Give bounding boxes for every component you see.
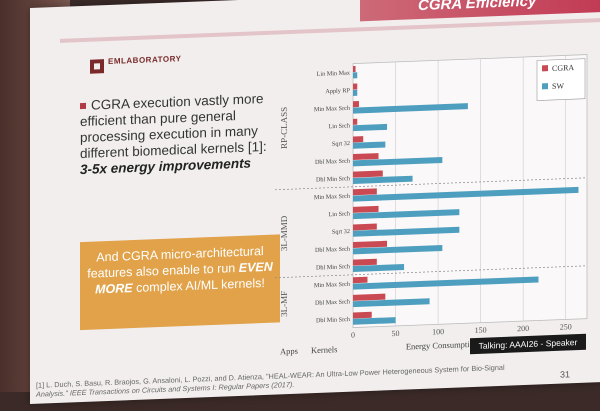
bar-sw bbox=[353, 244, 443, 255]
category-label: Min Max Srch bbox=[314, 193, 351, 201]
bar-cgra bbox=[353, 223, 377, 231]
category-label: Dbl Max Srch bbox=[315, 246, 351, 254]
bullet-point: CGRA execution vastly more efficient tha… bbox=[80, 90, 285, 178]
category-label: Lin Min Max bbox=[317, 70, 351, 78]
lab-logo-icon bbox=[90, 59, 104, 74]
bar-sw bbox=[353, 141, 386, 149]
bar-sw bbox=[353, 298, 430, 308]
group-label: RP-CLASS bbox=[279, 107, 289, 149]
category-label: Dbl Max Srch bbox=[315, 298, 351, 306]
bullet-text: CGRA execution vastly more efficient tha… bbox=[80, 91, 267, 162]
bar-sw bbox=[353, 226, 460, 237]
category-label: Dbl Max Srch bbox=[315, 158, 351, 166]
legend-swatch bbox=[542, 83, 548, 90]
bar-sw bbox=[353, 123, 388, 132]
bar-cgra bbox=[353, 188, 377, 196]
callout-text-1: And CGRA micro-architectural features al… bbox=[87, 244, 264, 281]
bar-cgra bbox=[353, 293, 386, 301]
bar-cgra bbox=[353, 65, 356, 73]
bar-sw bbox=[353, 72, 358, 79]
category-label: Apply RP bbox=[325, 87, 350, 95]
group-divider bbox=[275, 265, 587, 279]
bar-sw bbox=[353, 103, 468, 114]
group-divider bbox=[275, 177, 587, 191]
bar-cgra bbox=[353, 101, 359, 108]
category-label: Sqrt 32 bbox=[332, 228, 350, 236]
bar-cgra bbox=[353, 136, 364, 143]
bar-cgra bbox=[353, 205, 379, 213]
x-tick-label: 100 bbox=[432, 327, 444, 336]
group-label: 3L-MF bbox=[279, 291, 289, 317]
bar-sw bbox=[353, 89, 358, 96]
energy-chart: 0 50 100 150 200 250 RP-CLASS 3L-MMD 3L-MF Lin Mi… bbox=[275, 54, 588, 357]
bar-sw bbox=[353, 209, 460, 220]
legend-label: CGRA bbox=[552, 63, 574, 73]
x-tick-label: 50 bbox=[392, 329, 400, 338]
page-number: 31 bbox=[560, 369, 571, 380]
bar-cgra bbox=[353, 153, 379, 161]
bar-sw bbox=[353, 175, 413, 184]
lab-logo-text: EMLABORATORY bbox=[108, 54, 182, 67]
bar-cgra bbox=[353, 170, 383, 178]
category-label: Dbl Min Srch bbox=[316, 263, 351, 271]
category-label: Min Max Srch bbox=[314, 105, 351, 113]
bar-sw bbox=[353, 156, 443, 167]
group-label: 3L-MMD bbox=[279, 215, 289, 251]
bar-sw bbox=[353, 276, 539, 290]
bar-sw bbox=[353, 317, 396, 325]
bar-cgra bbox=[353, 276, 368, 284]
category-label: Sqrt 32 bbox=[332, 140, 350, 148]
presentation-slide: CGRA Efficiency EMLABORATORY CGRA execut… bbox=[30, 0, 600, 404]
bar-sw bbox=[353, 186, 579, 202]
category-label: Dbl Min Srch bbox=[316, 175, 351, 183]
bar-cgra bbox=[353, 258, 377, 266]
bar-cgra bbox=[353, 240, 388, 249]
bullet-square-icon bbox=[80, 103, 86, 110]
callout-box: And CGRA micro-architectural features al… bbox=[80, 234, 280, 331]
callout-text-2: complex AI/ML kernels! bbox=[136, 275, 265, 295]
x-tick-label: 150 bbox=[475, 325, 487, 334]
x-tick-label: 0 bbox=[351, 331, 355, 340]
category-label: Lin Srch bbox=[329, 210, 351, 218]
category-label: Dbl Min Srch bbox=[316, 316, 351, 324]
bar-cgra bbox=[353, 311, 372, 319]
legend-box bbox=[536, 58, 586, 101]
bar-sw bbox=[353, 264, 405, 272]
col-label-kernels: Kernels bbox=[311, 344, 337, 355]
header-divider bbox=[60, 18, 600, 43]
category-label: Min Max Srch bbox=[314, 281, 351, 289]
bar-cgra bbox=[353, 83, 358, 90]
x-tick-label: 250 bbox=[560, 322, 572, 331]
legend-label: SW bbox=[552, 81, 564, 90]
col-label-apps: Apps bbox=[280, 346, 298, 357]
legend-swatch bbox=[542, 65, 548, 72]
x-tick-label: 200 bbox=[517, 324, 529, 333]
category-label: Lin Srch bbox=[329, 122, 351, 130]
bar-cgra bbox=[353, 118, 358, 125]
